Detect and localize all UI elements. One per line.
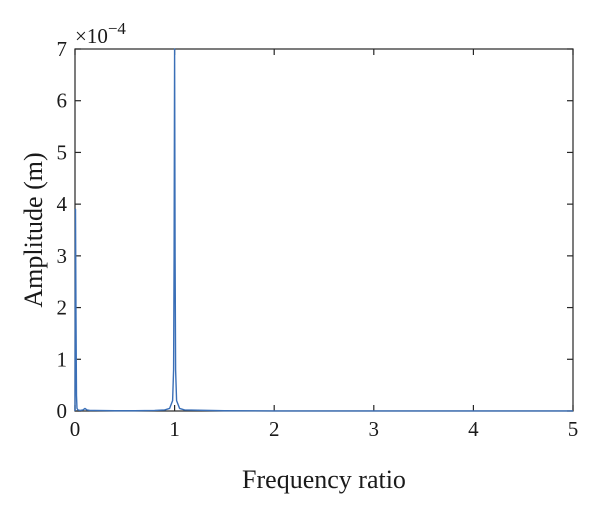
x-tick-label-1: 1 — [169, 417, 180, 441]
y-axis-title: Amplitude (m) — [19, 152, 48, 307]
y-tick-label-5: 5 — [57, 140, 68, 164]
x-tick-label-5: 5 — [568, 417, 579, 441]
y-exponent-base: ×10 — [75, 24, 108, 48]
x-tick-label-0: 0 — [70, 417, 81, 441]
marks-group — [74, 48, 573, 412]
plot-area — [74, 48, 574, 412]
x-axis-title: Frequency ratio — [242, 465, 406, 494]
y-tick-label-4: 4 — [57, 192, 68, 216]
x-tick-label-4: 4 — [468, 417, 479, 441]
y-exponent-label: ×10−4 — [75, 19, 126, 48]
y-tick-label-0: 0 — [57, 399, 68, 423]
y-tick-label-7: 7 — [57, 37, 68, 61]
y-exponent-power: −4 — [108, 19, 127, 38]
x-tick-label-2: 2 — [269, 417, 280, 441]
labels-group: 0 1 2 3 4 5 0 1 2 3 4 5 6 7 — [57, 37, 579, 441]
x-tick-label-3: 3 — [369, 417, 380, 441]
y-tick-label-6: 6 — [57, 89, 68, 113]
y-tick-label-2: 2 — [57, 296, 68, 320]
y-tick-label-3: 3 — [57, 244, 68, 268]
series-line-0 — [74, 48, 573, 412]
y-tick-label-1: 1 — [57, 347, 68, 371]
